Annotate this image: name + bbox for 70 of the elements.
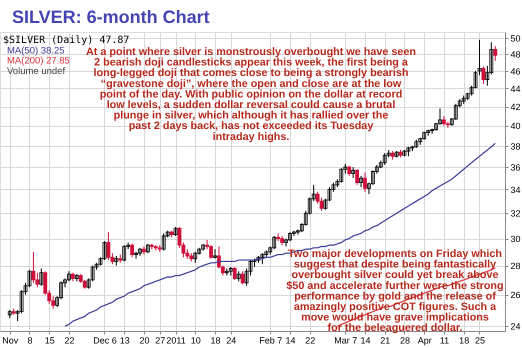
candlestick: [359, 175, 363, 188]
candlestick: [260, 252, 264, 265]
candlestick: [162, 232, 166, 251]
candlestick: [122, 244, 126, 262]
candlestick: [493, 46, 498, 62]
x-tick-label: 10: [190, 336, 201, 346]
y-tick-label: 40: [510, 121, 521, 132]
x-tick-label: Feb 7: [259, 336, 282, 346]
x-tick-label: 13: [120, 336, 130, 346]
candlestick: [382, 152, 387, 166]
y-tick-label: 34: [510, 184, 521, 195]
candlestick: [280, 235, 284, 246]
candlestick: [347, 165, 352, 176]
x-tick-label: 18: [459, 336, 470, 346]
candlestick: [355, 168, 360, 186]
candlestick: [51, 296, 56, 309]
text: At a point where silver is monstrously overbought we have seen 2 bearish doji candlesticks appear this week, the first being a long-legged doji that comes close to being a strongly bearish “gravestone doji”, where the open and close are at the low point of the day. With public opinion on the dollar at record low levels, a sudden dollar reversal could cause a brutal plunge in silver, which although it has rallied over the past 2 days back, has not exceeded its Tuesday intraday highs.: [86, 46, 416, 143]
candlestick: [363, 172, 367, 192]
candlestick: [339, 168, 344, 184]
x-tick-label: 14: [360, 336, 371, 346]
x-tick-label: 28: [400, 336, 410, 346]
candlestick: [232, 266, 237, 280]
y-tick-label: 30: [510, 234, 521, 244]
text: MA(200) 27.85: [7, 56, 70, 67]
candlestick: [236, 270, 241, 282]
candlestick: [351, 166, 356, 179]
y-tick-label: 48: [510, 50, 521, 60]
candlestick: [32, 251, 36, 284]
x-tick-label: 2011: [166, 336, 186, 346]
candlestick: [114, 255, 118, 266]
candlestick: [442, 116, 446, 126]
y-tick-label: 38: [510, 141, 521, 152]
candlestick: [213, 248, 217, 260]
candlestick: [146, 243, 150, 254]
x-tick-label: 22: [305, 336, 316, 346]
candlestick: [406, 146, 410, 157]
x-tick-label: 11: [440, 336, 450, 346]
x-tick-label: Nov: [2, 336, 19, 346]
text: MA(50) 38.25: [7, 45, 65, 56]
y-tick-label: 46: [510, 66, 521, 76]
y-tick-label: 50: [510, 34, 521, 44]
x-tick-label: 22: [64, 336, 74, 346]
x-tick-label: 18: [210, 336, 221, 346]
x-tick-label: 15: [44, 336, 55, 346]
x-tick-label: 25: [474, 336, 485, 346]
y-tick-label: 36: [510, 162, 521, 173]
x-tick-label: Dec 6: [93, 336, 117, 346]
candlestick: [482, 66, 486, 84]
x-tick-label: Apr: [418, 336, 432, 346]
y-tick-label: 42: [510, 102, 521, 112]
x-tick-label: 27: [155, 336, 166, 346]
candlestick: [240, 270, 245, 285]
candlestick: [130, 243, 134, 258]
x-tick-label: 20: [139, 336, 150, 346]
text: $SILVER (Daily) 47.87: [3, 35, 130, 46]
y-tick-label: 26: [510, 290, 521, 300]
y-tick-label: 32: [510, 208, 521, 219]
chart-title: SILVER: 6-month Chart: [12, 7, 210, 27]
x-tick-label: 24: [226, 336, 236, 346]
x-tick-label: 21: [380, 336, 390, 346]
y-tick-label: 44: [510, 84, 521, 94]
candlestick: [39, 268, 44, 286]
annotation: Volume undef: [7, 66, 66, 77]
x-tick-label: 8: [27, 336, 32, 346]
x-tick-label: 14: [285, 336, 296, 346]
y-tick-label: 24: [510, 322, 521, 332]
candlestick: [106, 232, 110, 261]
y-tick-label: 28: [510, 261, 521, 272]
candlestick: [193, 251, 198, 264]
x-tick-label: Mar 7: [334, 336, 358, 346]
